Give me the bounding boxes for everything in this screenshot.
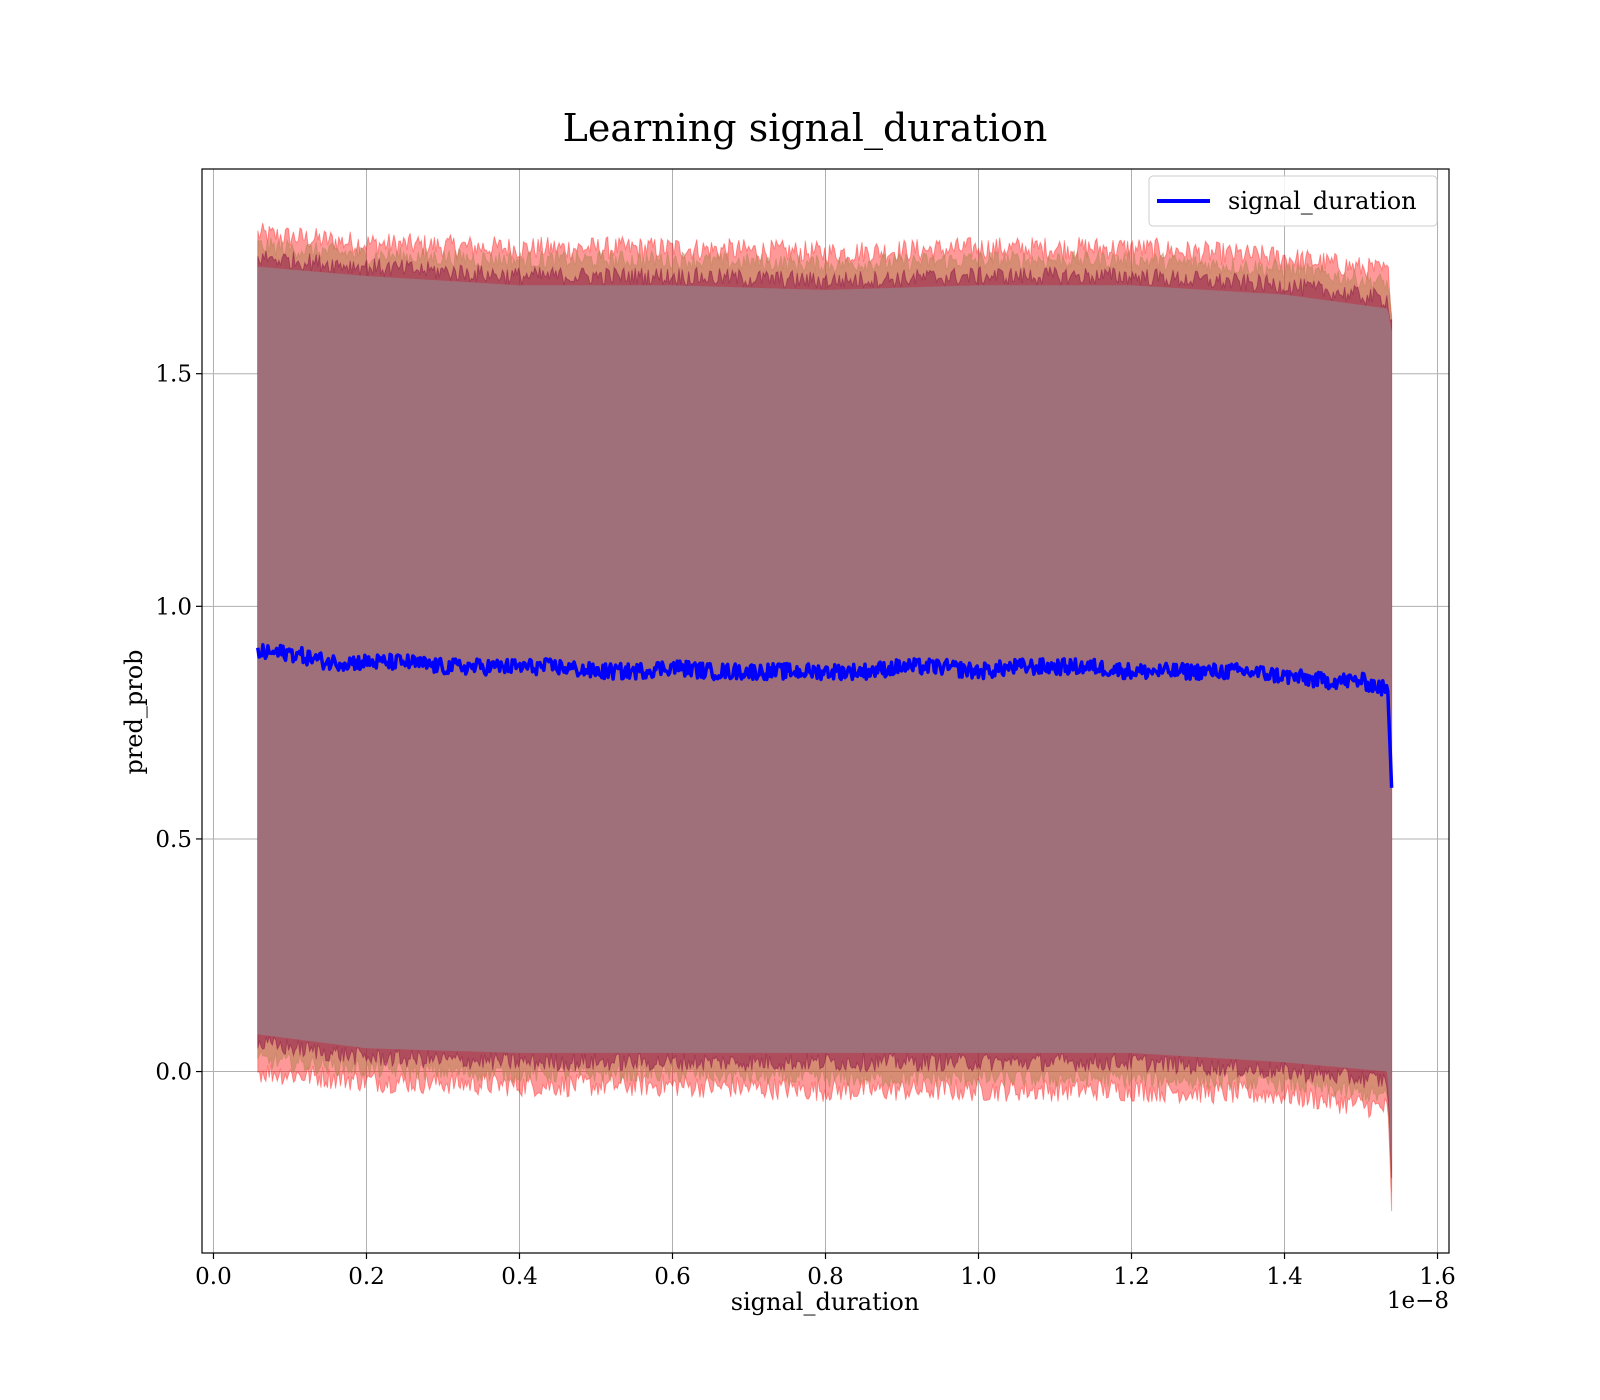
x-tick-label: 1.0 — [960, 1264, 997, 1290]
x-tick-label: 0.8 — [807, 1264, 844, 1290]
y-axis-ticks: 0.0 0.5 1.0 1.5 — [155, 362, 202, 1086]
y-tick-label: 1.0 — [155, 594, 192, 620]
x-tick-label: 1.2 — [1113, 1264, 1150, 1290]
x-tick-label: 1.6 — [1419, 1264, 1456, 1290]
y-tick-label: 0.5 — [155, 827, 192, 853]
x-tick-label: 0.4 — [501, 1264, 538, 1290]
y-tick-label: 1.5 — [155, 362, 192, 388]
y-axis-label: pred_prob — [120, 649, 148, 774]
series-line-0 — [256, 643, 1394, 788]
x-axis-label: signal_duration — [731, 1288, 920, 1316]
x-axis-offset-label: 1e−8 — [1387, 1288, 1449, 1314]
legend-entry-signal-duration: signal_duration — [1228, 187, 1417, 215]
band-core — [257, 266, 1392, 1170]
y-tick-label: 0.0 — [155, 1060, 192, 1086]
x-tick-label: 1.4 — [1266, 1264, 1303, 1290]
prediction-bands — [257, 222, 1393, 1212]
x-tick-label: 0.0 — [195, 1264, 232, 1290]
legend: signal_duration — [1148, 175, 1438, 227]
series-lines — [256, 643, 1394, 788]
x-tick-label: 0.2 — [348, 1264, 385, 1290]
x-axis-ticks: 0.0 0.2 0.4 0.6 0.8 1.0 1.2 1.4 1.6 — [195, 1253, 1456, 1290]
legend-box — [1148, 175, 1438, 227]
x-tick-label: 0.6 — [654, 1264, 691, 1290]
chart-title: Learning signal_duration — [563, 106, 1048, 151]
